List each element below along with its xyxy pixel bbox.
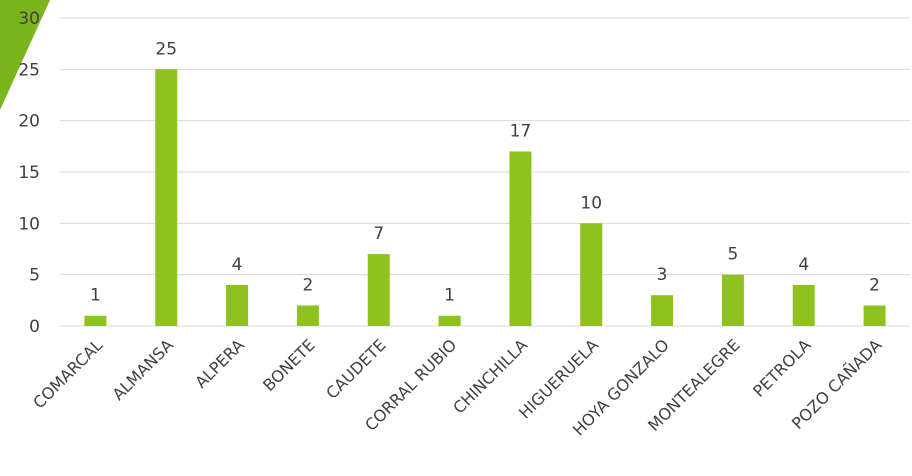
- bar: [438, 315, 461, 326]
- category-label: BONETE: [259, 335, 319, 395]
- bar-value-label: 3: [657, 265, 668, 285]
- bar-value-label: 2: [869, 275, 880, 295]
- category-label: ALPERA: [191, 335, 248, 392]
- bar-value-label: 10: [580, 193, 602, 213]
- category-label: ALMANSA: [109, 335, 178, 404]
- y-tick-label: 20: [18, 112, 40, 132]
- bar: [792, 284, 815, 326]
- bar: [580, 223, 603, 326]
- bar: [84, 315, 107, 326]
- bar-value-label: 4: [798, 255, 809, 275]
- bar: [863, 305, 886, 326]
- bar-value-label: 17: [510, 121, 532, 141]
- bar-value-label: 4: [232, 255, 243, 275]
- bar: [155, 69, 178, 326]
- category-label: PETROLA: [749, 335, 814, 400]
- y-tick-label: 15: [18, 163, 40, 183]
- bar: [296, 305, 319, 326]
- y-tick-label: 25: [18, 60, 40, 80]
- bar-value-label: 2: [303, 275, 314, 295]
- y-tick-label: 30: [18, 9, 40, 29]
- bar: [226, 284, 249, 326]
- y-tick-label: 5: [29, 266, 40, 286]
- y-axis-ticks: 0 5 10 15 20 25 30: [18, 9, 40, 337]
- bar: [651, 295, 674, 326]
- data-labels: 1 25 4 2 7 1 17 10 3 5 4 2: [90, 39, 880, 305]
- category-label: COMARCAL: [29, 335, 106, 412]
- gridlines: [60, 17, 910, 327]
- category-label: CAUDETE: [322, 335, 389, 402]
- y-tick-label: 10: [18, 214, 40, 234]
- bar-value-label: 5: [728, 245, 739, 265]
- bar: [721, 274, 744, 326]
- bar-value-label: 7: [373, 224, 384, 244]
- bar: [509, 151, 532, 326]
- bar-value-label: 1: [90, 286, 101, 306]
- y-tick-label: 0: [29, 317, 40, 337]
- bar: [367, 254, 390, 326]
- decorative-accent-shape: [0, 0, 50, 110]
- bar-value-label: 1: [444, 286, 455, 306]
- bars: [84, 69, 886, 326]
- bar-value-label: 25: [155, 39, 177, 59]
- x-axis-labels: COMARCAL ALMANSA ALPERA BONETE CAUDETECORRAL…: [29, 335, 885, 439]
